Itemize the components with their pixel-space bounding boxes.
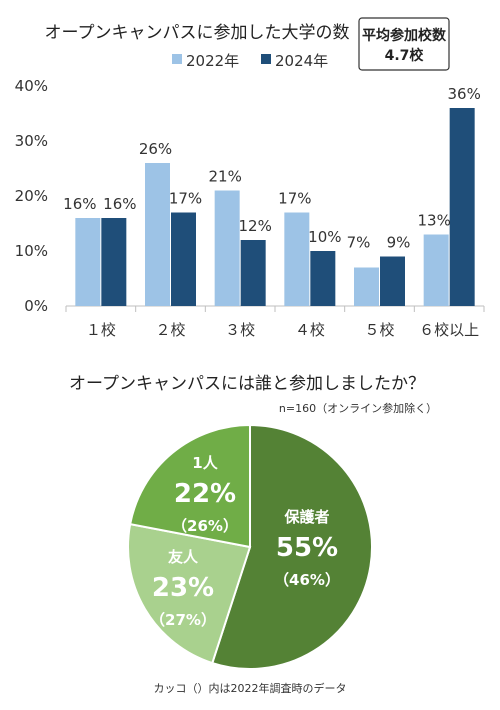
x-category-label: ２校: [155, 321, 185, 339]
average-badge-value: 4.7校: [385, 47, 425, 64]
pie-slice: [128, 423, 251, 549]
bar-chart-title: オープンキャンパスに参加した大学の数: [45, 23, 350, 43]
bar-2022: [354, 267, 379, 306]
pie-slice-previous: （26%）: [172, 517, 238, 535]
pie-slice-name: 保護者: [283, 508, 329, 526]
pie-slice-previous: （27%）: [150, 611, 216, 629]
data-label-2024: 12%: [238, 217, 271, 235]
x-category-label: ３校: [225, 321, 255, 339]
pie-slice-previous: （46%）: [274, 571, 340, 589]
pie-slice-value: 23%: [152, 573, 214, 603]
x-category-label: ６校以上: [419, 321, 479, 339]
legend: 2022年 2024年: [172, 52, 328, 70]
bar-2024: [240, 240, 266, 306]
legend-label-2024: 2024年: [275, 52, 328, 70]
bar-2024: [101, 218, 127, 306]
pie-slice: [211, 423, 373, 670]
bar-2022: [214, 190, 240, 306]
average-badge: 平均参加校数 4.7校: [358, 17, 450, 71]
data-label-2024: 16%: [103, 195, 136, 213]
y-tick-label: 40%: [15, 77, 48, 95]
average-badge-label: 平均参加校数: [362, 27, 447, 44]
bar-2024: [171, 212, 196, 306]
data-label-2022: 17%: [278, 190, 311, 208]
y-tick-label: 20%: [15, 187, 48, 205]
legend-swatch-2024: [261, 54, 271, 64]
data-label-2022: 26%: [139, 140, 172, 158]
x-category-label: ５校: [364, 321, 394, 339]
average-badge-box: [358, 17, 450, 71]
legend-label-2022: 2022年: [186, 52, 239, 70]
pie-slice-name: 1人: [192, 454, 218, 472]
bar-2024: [449, 108, 475, 306]
x-category-label: ４校: [295, 321, 325, 339]
pie-plot-area: 保護者 55% （46%） 友人 23% （27%） 1人 22% （26%）: [127, 423, 373, 670]
data-label-2022: 7%: [347, 234, 371, 252]
pie-slice-value: 22%: [174, 479, 236, 509]
pie-chart-subtitle: n=160（オンライン参加除く）: [279, 401, 437, 415]
bar-2022: [284, 212, 310, 306]
bar-2022: [145, 163, 170, 306]
bar-plot-area: 0% 10% 20% 30% 40% １校 16% 16% ２校 26% 17% ３校 21% 12% ４校…: [15, 77, 485, 339]
data-label-2022: 13%: [417, 212, 450, 230]
pie-slice: [127, 522, 252, 665]
bar-2024: [310, 251, 336, 306]
data-label-2022: 16%: [63, 195, 96, 213]
legend-swatch-2022: [172, 54, 182, 64]
y-tick-label: 30%: [15, 132, 48, 150]
pie-chart-title: オープンキャンパスには誰と参加しましたか？: [69, 374, 425, 394]
data-label-2024: 10%: [308, 228, 341, 246]
pie-chart: オープンキャンパスには誰と参加しましたか？ n=160（オンライン参加除く） 保…: [69, 374, 437, 695]
data-label-2022: 21%: [208, 168, 241, 186]
bar-2022: [75, 218, 101, 306]
bar-2022: [423, 234, 449, 306]
data-label-2024: 9%: [387, 234, 411, 252]
data-label-2024: 36%: [447, 85, 480, 103]
pie-footnote: カッコ（）内は2022年調査時のデータ: [154, 681, 347, 695]
pie-slice-name: 友人: [168, 548, 199, 566]
pie-slice-value: 55%: [276, 533, 338, 563]
x-category-label: １校: [86, 321, 116, 339]
data-label-2024: 17%: [169, 190, 202, 208]
bar-chart: オープンキャンパスに参加した大学の数 2022年 2024年 平均参加校数 4.…: [15, 17, 485, 339]
bar-2024: [380, 256, 405, 306]
y-tick-label: 0%: [24, 297, 48, 315]
y-tick-label: 10%: [15, 242, 48, 260]
